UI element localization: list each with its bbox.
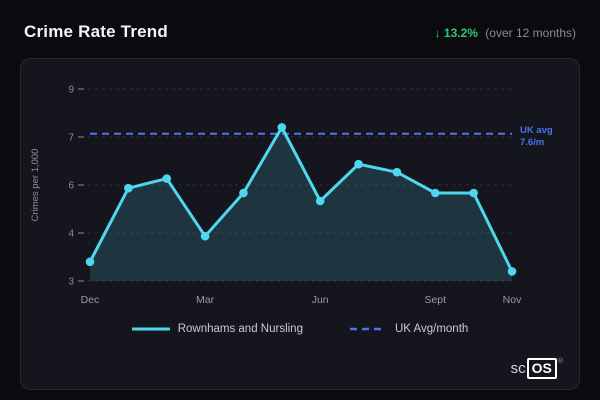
x-tick-label: Dec [81, 294, 100, 306]
series-area [90, 127, 512, 282]
trend-change-badge: ↓ 13.2% [434, 26, 478, 40]
data-point[interactable] [124, 183, 133, 193]
data-point[interactable] [277, 123, 287, 132]
trend-change-note: (over 12 months) [485, 26, 576, 40]
crime-chart: 9 7 6 4 3 Crimes per 1,000 Dec Mar Jun Sept Nov UK … [30, 85, 553, 307]
x-tick-label: Nov [503, 294, 522, 306]
y-tick-label: 4 [68, 229, 74, 240]
x-tick-label: Sept [424, 294, 446, 306]
scos-logo: sc OS ® [511, 358, 563, 379]
page-header: Crime Rate Trend ↓ 13.2% (over 12 months… [0, 0, 600, 42]
data-point[interactable] [162, 174, 172, 183]
chart-card: 9 7 6 4 3 Crimes per 1,000 Dec Mar Jun Sept Nov UK … [20, 58, 580, 390]
x-tick-label: Jun [312, 294, 329, 306]
y-tick-label: 9 [68, 85, 74, 96]
legend-reference-label: UK Avg/month [394, 323, 469, 335]
data-point[interactable] [507, 267, 517, 276]
chart-legend: Rownhams and Nursling UK Avg/month [21, 323, 579, 335]
y-tick-label: 6 [68, 181, 74, 192]
uk-avg-value-label: 7.6/m [520, 137, 544, 148]
uk-avg-label: UK avg [520, 125, 553, 136]
y-axis-label: Crimes per 1,000 [30, 149, 41, 222]
page-title: Crime Rate Trend [24, 22, 168, 41]
data-point[interactable] [392, 167, 402, 177]
data-point[interactable] [239, 188, 248, 198]
data-point[interactable] [430, 188, 440, 198]
data-point[interactable] [85, 257, 95, 267]
series-line-swatch [131, 327, 170, 331]
legend-item-series[interactable]: Rownhams and Nursling [131, 323, 303, 335]
data-point[interactable] [469, 188, 478, 198]
y-tick-label: 3 [68, 277, 74, 288]
series-line [88, 125, 514, 273]
logo-box: OS [526, 358, 557, 379]
y-tick-label: 7 [68, 133, 74, 144]
legend-item-reference[interactable]: UK Avg/month [349, 323, 468, 335]
data-point[interactable] [200, 231, 210, 241]
reference-line-swatch [349, 327, 386, 331]
data-point[interactable] [315, 196, 325, 206]
logo-prefix: sc [510, 360, 526, 377]
legend-series-label: Rownhams and Nursling [177, 323, 303, 335]
logo-registered-mark: ® [557, 358, 563, 365]
data-point[interactable] [354, 159, 363, 169]
trend-summary: ↓ 13.2% (over 12 months) [435, 26, 576, 40]
x-tick-label: Mar [196, 294, 215, 306]
